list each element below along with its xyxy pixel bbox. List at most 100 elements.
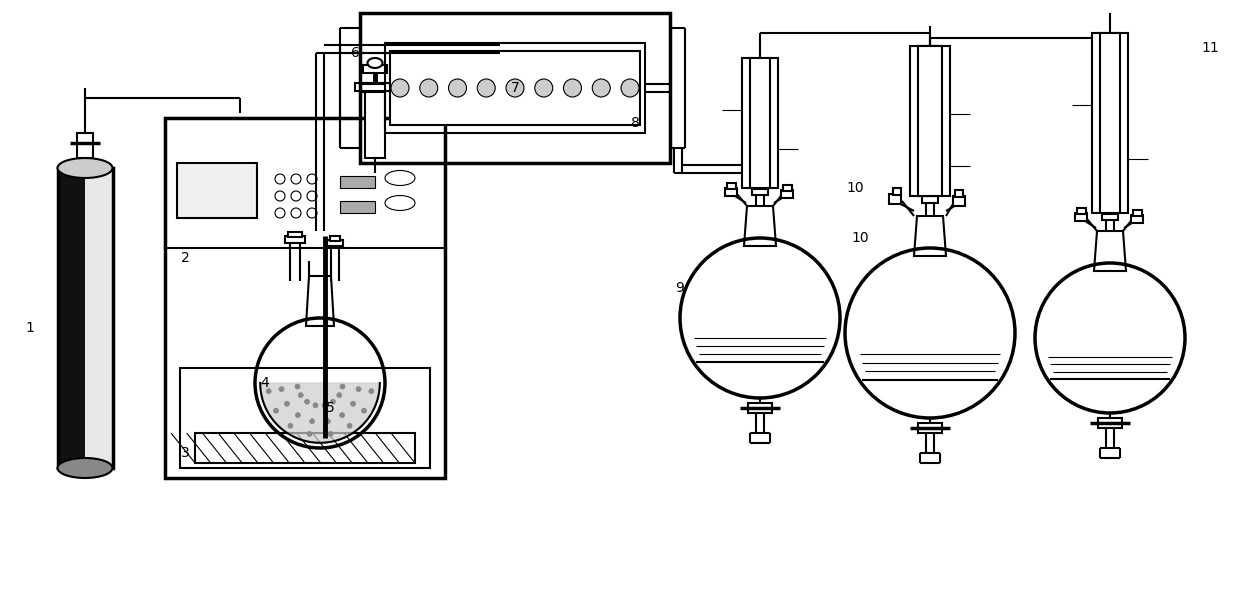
Bar: [285, 236, 305, 243]
Bar: [1075, 213, 1087, 221]
Bar: [910, 46, 950, 196]
Circle shape: [347, 423, 352, 428]
Bar: [918, 423, 942, 433]
Bar: [327, 240, 343, 246]
Bar: [751, 189, 768, 195]
Circle shape: [310, 419, 315, 424]
Ellipse shape: [367, 58, 382, 68]
Bar: [288, 232, 303, 237]
Bar: [742, 58, 777, 188]
Bar: [340, 176, 374, 188]
Text: 4: 4: [260, 376, 269, 390]
Circle shape: [449, 79, 466, 97]
Bar: [180, 368, 430, 468]
Bar: [391, 51, 640, 125]
Text: 8: 8: [631, 116, 640, 130]
Polygon shape: [260, 383, 379, 443]
Circle shape: [563, 79, 582, 97]
Bar: [750, 58, 770, 188]
Circle shape: [356, 387, 361, 392]
Circle shape: [351, 401, 356, 406]
Circle shape: [288, 423, 293, 428]
Circle shape: [308, 432, 312, 437]
Circle shape: [534, 79, 553, 97]
Circle shape: [291, 191, 301, 201]
Text: 10: 10: [851, 231, 869, 245]
Bar: [889, 194, 901, 204]
Bar: [782, 185, 792, 191]
Bar: [77, 133, 93, 158]
Bar: [893, 188, 901, 195]
Bar: [1097, 418, 1122, 428]
Bar: [955, 190, 963, 197]
Text: 2: 2: [181, 251, 190, 265]
Bar: [1131, 215, 1143, 223]
Bar: [363, 65, 387, 73]
Bar: [1100, 33, 1120, 213]
Text: 6: 6: [351, 46, 360, 60]
Bar: [340, 201, 374, 213]
Bar: [195, 433, 415, 463]
Bar: [177, 163, 257, 218]
Circle shape: [308, 174, 317, 184]
Text: 3: 3: [181, 446, 190, 460]
Circle shape: [325, 419, 330, 424]
Text: 5: 5: [326, 401, 335, 415]
Circle shape: [368, 389, 373, 393]
Circle shape: [322, 402, 327, 408]
Circle shape: [291, 174, 301, 184]
Circle shape: [299, 393, 304, 398]
Bar: [1092, 33, 1128, 213]
Ellipse shape: [384, 196, 415, 210]
Bar: [57, 168, 113, 468]
Circle shape: [391, 79, 409, 97]
Bar: [165, 118, 445, 478]
Bar: [1078, 208, 1086, 214]
Circle shape: [340, 384, 345, 389]
Text: 7: 7: [511, 81, 520, 95]
Circle shape: [312, 402, 317, 408]
Ellipse shape: [57, 158, 113, 178]
Bar: [355, 83, 396, 91]
Text: 11: 11: [1202, 41, 1219, 55]
Bar: [923, 196, 937, 203]
Bar: [727, 183, 737, 189]
Circle shape: [274, 408, 279, 413]
Bar: [360, 13, 670, 163]
Ellipse shape: [384, 170, 415, 185]
Circle shape: [477, 79, 495, 97]
Circle shape: [330, 399, 336, 404]
Circle shape: [621, 79, 639, 97]
Circle shape: [327, 432, 332, 437]
Circle shape: [275, 174, 285, 184]
Circle shape: [295, 384, 300, 389]
Circle shape: [284, 401, 289, 406]
Circle shape: [308, 191, 317, 201]
Bar: [918, 46, 942, 196]
Circle shape: [420, 79, 438, 97]
Text: 10: 10: [846, 181, 864, 195]
Ellipse shape: [57, 458, 113, 478]
Bar: [748, 403, 773, 413]
Circle shape: [337, 393, 342, 398]
Bar: [330, 236, 340, 241]
Polygon shape: [86, 168, 113, 468]
Bar: [384, 43, 645, 133]
Polygon shape: [57, 168, 86, 468]
Circle shape: [267, 389, 272, 393]
Circle shape: [362, 408, 367, 413]
Text: 9: 9: [676, 281, 684, 295]
Bar: [365, 83, 384, 158]
Circle shape: [275, 208, 285, 218]
Circle shape: [305, 399, 310, 404]
Circle shape: [275, 191, 285, 201]
Circle shape: [340, 413, 345, 418]
Bar: [1133, 210, 1142, 216]
Text: 1: 1: [26, 321, 35, 335]
Bar: [954, 196, 965, 206]
Circle shape: [506, 79, 525, 97]
Circle shape: [279, 387, 284, 392]
Bar: [1102, 214, 1118, 220]
Circle shape: [308, 208, 317, 218]
Circle shape: [295, 413, 300, 418]
